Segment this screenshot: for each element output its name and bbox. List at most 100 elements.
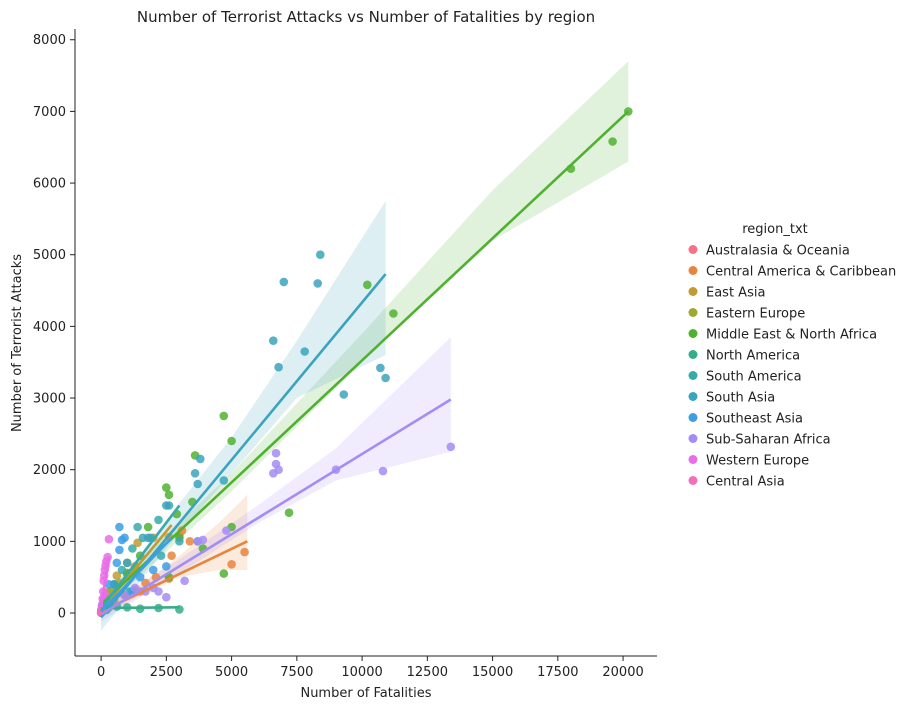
x-tick-label: 7500	[280, 665, 313, 680]
chart-title: Number of Terrorist Attacks vs Number of…	[137, 8, 595, 26]
legend-label-eastern-europe: Eastern Europe	[706, 307, 805, 322]
scatter-point-western-europe	[104, 534, 114, 544]
regression-line-middle-east-north-africa	[100, 110, 630, 606]
scatter-point-southeast-asia	[115, 522, 124, 532]
scatter-point-south-america	[156, 551, 166, 560]
scatter-point-south-asia	[274, 362, 283, 372]
scatter-point-south-america	[154, 515, 163, 525]
scatter-point-central-america-caribbean	[167, 551, 176, 560]
scatter-point-south-asia	[193, 479, 202, 489]
legend-label-north-america: North America	[706, 349, 800, 364]
confidence-band-middle-east-north-africa	[101, 61, 629, 613]
scatter-point-middle-east-north-africa	[219, 569, 229, 578]
legend-label-middle-east-north-africa: Middle East & North Africa	[706, 328, 877, 343]
scatter-point-south-america	[175, 537, 184, 546]
y-tick-label: 7000	[33, 105, 66, 120]
scatter-point-sub-saharan-africa	[154, 587, 163, 596]
legend-label-western-europe: Western Europe	[706, 454, 809, 469]
legend-label-south-america: South America	[706, 370, 802, 385]
scatter-point-southeast-asia	[120, 533, 129, 543]
scatter-point-south-asia	[381, 373, 390, 383]
x-tick-label: 0	[97, 665, 105, 680]
scatter-point-south-asia	[316, 250, 325, 259]
confidence-band-south-asia	[101, 201, 386, 631]
scatter-point-south-asia	[219, 476, 229, 485]
scatter-point-middle-east-north-africa	[219, 411, 229, 421]
y-tick-label: 2000	[33, 463, 66, 478]
scatter-point-middle-east-north-africa	[227, 436, 236, 446]
scatter-point-south-america	[128, 544, 137, 553]
scatter-point-middle-east-north-africa	[284, 508, 294, 517]
x-tick-label: 15000	[472, 665, 513, 680]
x-tick-label: 5000	[215, 665, 248, 680]
scatter-point-middle-east-north-africa	[363, 280, 372, 290]
scatter-point-central-america-caribbean	[240, 547, 249, 557]
regression-line-western-europe	[99, 556, 111, 608]
legend-marker-australasia-oceania	[688, 245, 698, 254]
legend-marker-middle-east-north-africa	[688, 329, 698, 338]
legend-title: region_txt	[742, 222, 808, 237]
legend-label-east-asia: East Asia	[706, 286, 765, 301]
x-tick-label: 20000	[602, 665, 643, 680]
legend-label-central-america-caribbean: Central America & Caribbean	[706, 265, 896, 280]
scatter-point-central-america-caribbean	[227, 560, 236, 569]
legend-marker-east-asia	[688, 287, 698, 296]
scatter-point-central-america-caribbean	[185, 537, 195, 546]
legend-label-southeast-asia: Southeast Asia	[706, 412, 803, 427]
scatter-point-southeast-asia	[149, 565, 158, 575]
scatter-point-south-asia	[190, 469, 200, 478]
scatter-point-sub-saharan-africa	[378, 466, 388, 476]
scatter-point-south-asia	[269, 336, 278, 346]
x-tick-label: 2500	[150, 665, 183, 680]
legend-marker-central-america-caribbean	[688, 266, 698, 275]
y-tick-label: 1000	[33, 535, 66, 550]
x-tick-label: 12500	[407, 665, 448, 680]
legend-marker-western-europe	[688, 455, 698, 464]
y-tick-label: 5000	[33, 248, 66, 263]
legend-marker-south-america	[688, 371, 698, 380]
scatter-point-south-america	[133, 522, 142, 532]
scatter-point-sub-saharan-africa	[180, 576, 189, 586]
y-tick-label: 6000	[33, 177, 66, 192]
legend-label-central-asia: Central Asia	[706, 475, 785, 490]
legend-label-australasia-oceania: Australasia & Oceania	[706, 244, 850, 259]
scatter-point-sub-saharan-africa	[446, 442, 456, 452]
scatter-point-sub-saharan-africa	[271, 448, 281, 458]
x-tick-label: 17500	[537, 665, 578, 680]
scatter-point-sub-saharan-africa	[130, 583, 140, 593]
scatter-point-south-america	[117, 565, 127, 575]
scatter-point-south-asia	[300, 347, 310, 356]
y-tick-label: 0	[58, 607, 66, 622]
legend-marker-north-america	[688, 350, 698, 359]
scatter-point-middle-east-north-africa	[608, 137, 617, 146]
y-axis-label: Number of Terrorist Attacks	[10, 254, 25, 432]
scatter-point-southeast-asia	[135, 572, 145, 582]
legend: region_txt Australasia & Oceania Central …	[688, 222, 896, 490]
x-tick-label: 10000	[341, 665, 382, 680]
scatter-point-middle-east-north-africa	[389, 309, 398, 318]
regression-line-sub-saharan-africa	[100, 398, 452, 616]
scatter-point-middle-east-north-africa	[164, 490, 174, 500]
scatter-point-east-asia	[112, 571, 122, 580]
legend-marker-sub-saharan-africa	[688, 434, 698, 443]
scatter-point-sub-saharan-africa	[222, 526, 231, 535]
scatter-point-sub-saharan-africa	[198, 535, 208, 545]
legend-marker-eastern-europe	[688, 308, 698, 317]
legend-label-sub-saharan-africa: Sub-Saharan Africa	[706, 433, 831, 448]
y-tick-label: 4000	[33, 320, 66, 335]
legend-marker-central-asia	[688, 476, 698, 485]
scatter-point-sub-saharan-africa	[162, 592, 171, 602]
scatter-point-southeast-asia	[112, 558, 122, 568]
scatter-point-south-asia	[279, 277, 289, 287]
scatter-point-south-asia	[122, 558, 132, 568]
scatter-point-middle-east-north-africa	[162, 483, 171, 492]
legend-label-south-asia: South Asia	[706, 391, 775, 406]
scatter-point-south-asia	[143, 533, 153, 543]
scatter-point-sub-saharan-africa	[274, 465, 283, 475]
scatter-point-southeast-asia	[115, 545, 124, 555]
scatter-point-southeast-asia	[162, 562, 171, 571]
legend-marker-south-asia	[688, 392, 698, 401]
x-axis-label: Number of Fatalities	[300, 686, 431, 701]
scatter-point-south-asia	[376, 363, 385, 373]
